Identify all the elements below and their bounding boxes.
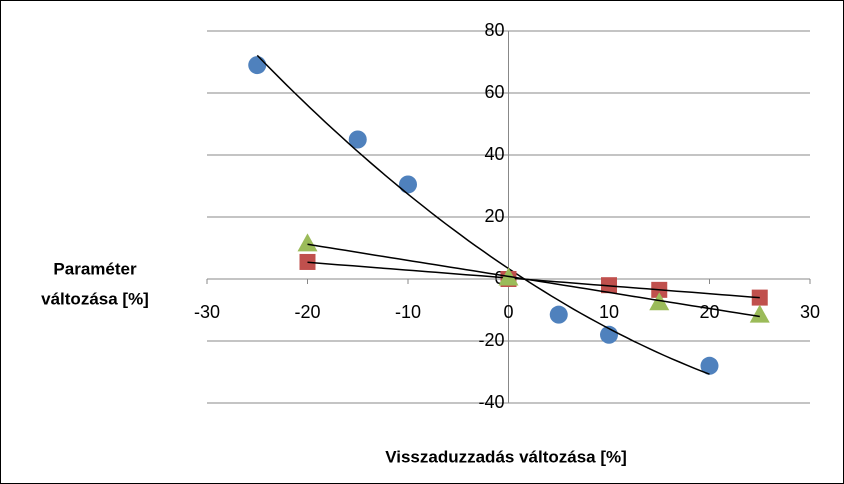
x-tick-label: -30 [194,302,220,322]
x-tick-label: 0 [503,302,513,322]
x-tick-label: 10 [599,302,619,322]
y-axis-label: változása [%] [41,289,149,308]
point [297,233,318,252]
y-tick-label: -40 [478,392,504,412]
x-tick-label: 30 [800,302,820,322]
trendline [256,54,710,375]
trendline [307,243,760,318]
point [299,253,316,270]
point [700,356,719,375]
y-tick-label: 60 [484,82,504,102]
point [549,305,568,324]
point [248,56,267,75]
y-tick-label: 40 [484,144,504,164]
y-axis-label: Paraméter [53,259,137,278]
point [348,130,367,149]
x-tick-label: -10 [395,302,421,322]
x-tick-label: -20 [294,302,320,322]
y-tick-label: 20 [484,206,504,226]
point [749,304,770,323]
y-tick-label: -20 [478,330,504,350]
y-tick-label: 80 [484,20,504,40]
x-axis-label: Visszaduzzadás változása [%] [385,447,627,466]
point [399,175,417,194]
x-tick-label: 20 [699,302,719,322]
